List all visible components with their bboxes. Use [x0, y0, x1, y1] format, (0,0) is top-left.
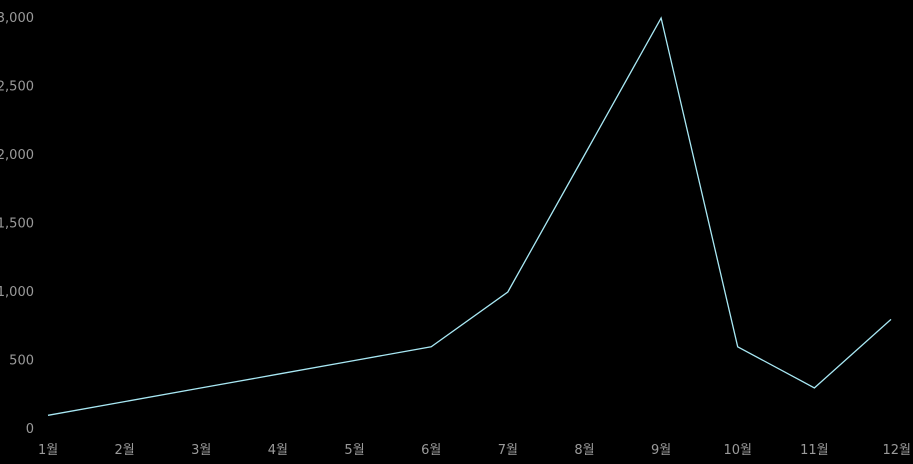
- x-tick-label: 2월: [115, 443, 135, 458]
- data-point: [888, 316, 894, 322]
- data-point: [352, 358, 358, 364]
- y-tick-label: 1,000: [0, 285, 34, 300]
- data-point: [811, 385, 817, 391]
- series-group: [45, 15, 894, 418]
- data-point: [735, 344, 741, 350]
- data-point: [122, 399, 128, 405]
- x-tick-label: 4월: [268, 443, 288, 458]
- x-tick-label: 9월: [651, 443, 671, 458]
- y-tick-label: 2,500: [0, 80, 34, 95]
- data-point: [45, 412, 51, 418]
- data-point: [428, 344, 434, 350]
- data-point: [275, 371, 281, 377]
- x-tick-label: 1월: [38, 443, 58, 458]
- y-tick-label: 0: [26, 422, 34, 437]
- data-point: [581, 152, 587, 158]
- x-tick-label: 8월: [574, 443, 594, 458]
- x-tick-label: 5월: [344, 443, 364, 458]
- y-axis-ticks: 0 500 1,000 1,500 2,000 2,500 3,000: [0, 11, 34, 437]
- y-tick-label: 3,000: [0, 11, 34, 26]
- y-tick-label: 1,500: [0, 217, 34, 232]
- y-tick-label: 500: [9, 354, 34, 369]
- x-tick-label: 6월: [421, 443, 441, 458]
- data-point: [658, 15, 664, 21]
- x-axis-ticks: 1월 2월 3월 4월 5월 6월 7월 8월 9월 10월 11월 12월: [38, 443, 911, 458]
- x-tick-label: 12월: [882, 443, 911, 458]
- data-point: [198, 385, 204, 391]
- x-tick-label: 7월: [498, 443, 518, 458]
- x-tick-label: 10월: [723, 443, 752, 458]
- x-tick-label: 11월: [800, 443, 829, 458]
- y-tick-label: 2,000: [0, 148, 34, 163]
- x-tick-label: 3월: [191, 443, 211, 458]
- data-point: [505, 289, 511, 295]
- series-line: [47, 16, 892, 416]
